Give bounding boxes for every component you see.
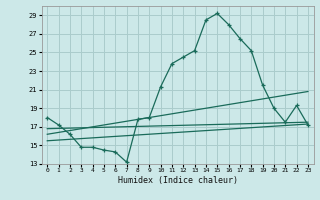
X-axis label: Humidex (Indice chaleur): Humidex (Indice chaleur) bbox=[118, 176, 237, 185]
